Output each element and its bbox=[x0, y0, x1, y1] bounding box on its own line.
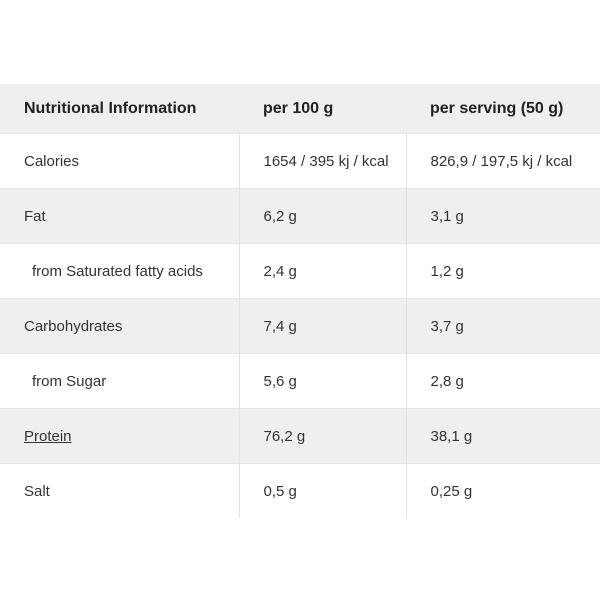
table-row-protein: Protein 76,2 g 38,1 g bbox=[0, 408, 600, 464]
sugar-per-100g-value: 5,6 g bbox=[238, 353, 406, 409]
header-nutritional-information: Nutritional Information bbox=[0, 84, 239, 134]
carbohydrates-per-serving-value: 3,7 g bbox=[405, 298, 600, 354]
fat-per-100g-value: 6,2 g bbox=[238, 188, 406, 244]
calories-per-100g-value: 1654 / 395 kj / kcal bbox=[238, 133, 406, 189]
table-row-carbohydrates: Carbohydrates 7,4 g 3,7 g bbox=[0, 298, 600, 354]
table-row-saturated-fatty-acids: from Saturated fatty acids 2,4 g 1,2 g bbox=[0, 243, 600, 299]
protein-per-serving-value: 38,1 g bbox=[405, 408, 600, 464]
nutrition-table: Nutritional Information per 100 g per se… bbox=[0, 84, 600, 518]
row-label-calories: Calories bbox=[24, 152, 80, 170]
header-per-serving-50g: per serving (50 g) bbox=[406, 84, 600, 134]
calories-per-serving-value: 826,9 / 197,5 kj / kcal bbox=[405, 133, 600, 189]
row-label-carbohydrates: Carbohydrates bbox=[24, 317, 123, 335]
row-label-protein: Protein bbox=[0, 409, 239, 464]
table-row-calories: Calories 1654 / 395 kj / kcal 826,9 / 19… bbox=[0, 133, 600, 189]
row-label-sugar: from Sugar bbox=[32, 372, 107, 390]
table-row-salt: Salt 0,5 g 0,25 g bbox=[0, 463, 600, 518]
table-header-row: Nutritional Information per 100 g per se… bbox=[0, 84, 600, 134]
row-label-saturated-fatty-acids: from Saturated fatty acids bbox=[32, 262, 203, 280]
table-row-sugar: from Sugar 5,6 g 2,8 g bbox=[0, 353, 600, 409]
row-label-fat: Fat bbox=[24, 207, 46, 225]
carbohydrates-per-100g-value: 7,4 g bbox=[238, 298, 406, 354]
salt-per-100g-value: 0,5 g bbox=[238, 463, 406, 518]
saturated-per-100g-value: 2,4 g bbox=[238, 243, 406, 299]
row-label-salt: Salt bbox=[24, 482, 50, 500]
salt-per-serving-value: 0,25 g bbox=[405, 463, 600, 518]
header-per-100g: per 100 g bbox=[239, 84, 406, 134]
protein-link[interactable]: Protein bbox=[24, 427, 72, 445]
saturated-per-serving-value: 1,2 g bbox=[405, 243, 600, 299]
fat-per-serving-value: 3,1 g bbox=[405, 188, 600, 244]
protein-per-100g-value: 76,2 g bbox=[238, 408, 406, 464]
sugar-per-serving-value: 2,8 g bbox=[405, 353, 600, 409]
table-row-fat: Fat 6,2 g 3,1 g bbox=[0, 188, 600, 244]
